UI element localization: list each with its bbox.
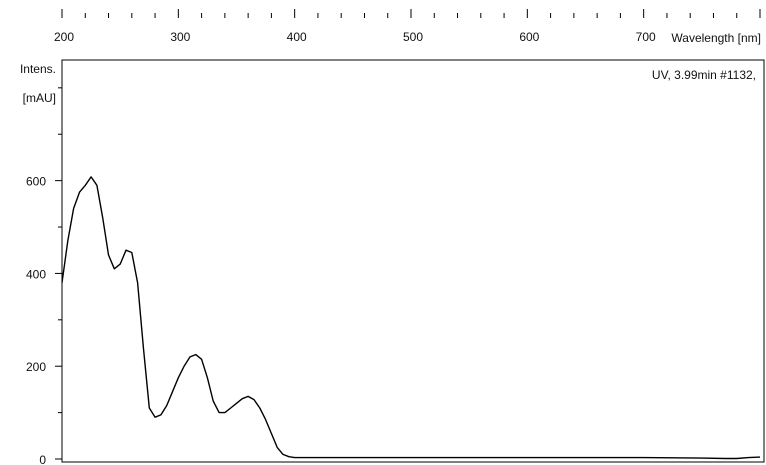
trace-label: UV, 3.99min #1132,: [652, 68, 756, 82]
x-tick-label: 500: [403, 30, 423, 44]
y-tick-label: 600: [26, 175, 46, 189]
x-tick-label: 400: [287, 30, 307, 44]
x-tick-label: 600: [519, 30, 539, 44]
x-axis-title: Wavelength [nm]: [671, 31, 761, 45]
y-axis-title-line1: Intens.: [20, 62, 56, 76]
y-tick-label: 0: [39, 453, 46, 465]
plot-frame: [61, 59, 765, 463]
spectrum-line: [61, 176, 761, 460]
y-tick-label: 400: [26, 267, 46, 281]
x-tick-label: 200: [54, 30, 74, 44]
y-axis: 0 200 400 600: [26, 87, 62, 465]
x-tick-label: 700: [636, 30, 656, 44]
x-tick-label: 300: [170, 30, 190, 44]
x-axis: 200 300 400 500 600 700: [54, 9, 761, 44]
y-axis-title-line2: [mAU]: [23, 91, 56, 105]
y-tick-label: 200: [26, 360, 46, 374]
